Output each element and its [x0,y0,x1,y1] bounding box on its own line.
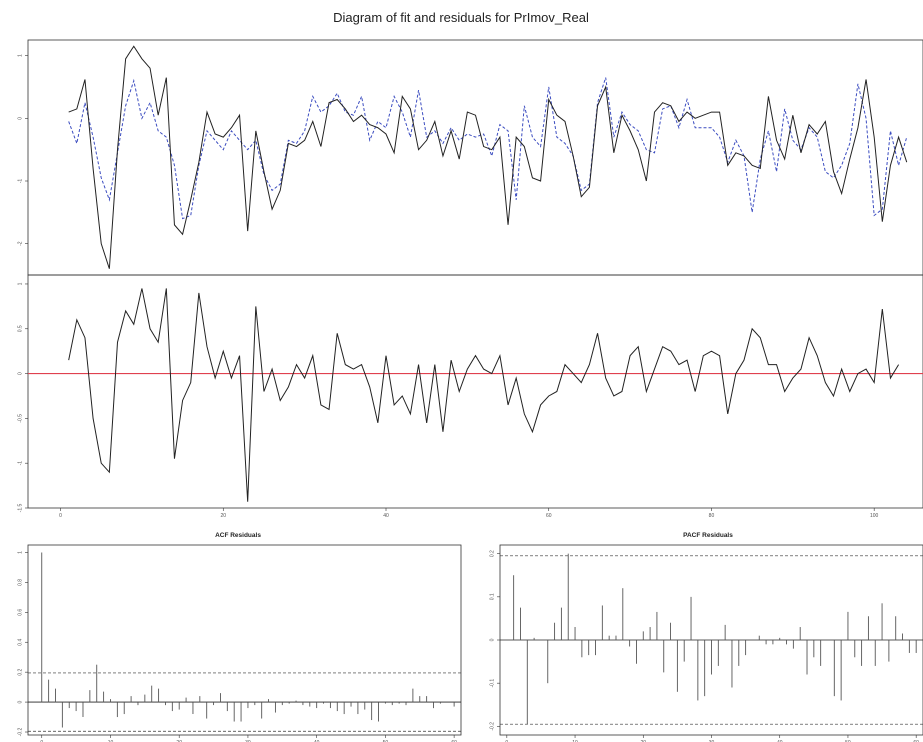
acf-y-tick-label: -0.2 [17,727,23,736]
pacf-y-axis: -0.2 -0.1 0 0.1 0.2 [489,550,500,731]
pacf-panel: PACF Residuals -0.2 -0.1 0 0.1 0.2 0 10 20 30 40… [489,532,923,742]
acf-y-tick-label: 0 [17,700,23,703]
pacf-y-tick-label: 0.2 [489,550,495,557]
acf-x-axis: 0 10 20 30 40 50 60 [40,735,457,742]
fit-y-axis: -2 -1 0 1 [17,54,28,246]
pacf-y-tick-label: 0.1 [489,593,495,600]
fit-y-tick-label: 1 [17,54,23,57]
pacf-x-tick-label: 50 [845,740,851,742]
residuals-x-tick-label: 100 [870,513,879,519]
residuals-y-tick-label: -1.5 [17,503,23,512]
pacf-y-tick-label: -0.2 [489,722,495,731]
pacf-x-tick-label: 30 [709,740,715,742]
acf-title: ACF Residuals [215,532,261,539]
fit-y-tick-label: -1 [17,179,23,184]
pacf-x-tick-label: 10 [572,740,578,742]
fit-panel: -2 -1 0 1 [17,39,923,276]
acf-y-tick-label: 0.6 [17,609,23,616]
acf-panel: ACF Residuals -0.2 0 0.2 0.4 0.6 0.8 1 0 10 20 30… [17,532,462,742]
residuals-x-tick-label: 80 [709,513,715,519]
residuals-y-tick-label: 0.5 [17,325,23,332]
pacf-x-axis: 0 10 20 30 40 50 60 [505,735,919,742]
residuals-panel: -1.5 -1 -0.5 0 0.5 1 0 20 40 60 80 100 [17,274,923,519]
residuals-x-tick-label: 20 [220,513,226,519]
residuals-y-tick-label: -0.5 [17,414,23,423]
actual-line [68,45,908,269]
residuals-y-tick-label: -1 [17,461,23,466]
residuals-y-axis: -1.5 -1 -0.5 0 0.5 1 [17,282,28,512]
residuals-x-tick-label: 0 [59,513,62,519]
acf-panel-frame [27,544,462,736]
residuals-x-tick-label: 40 [383,513,389,519]
residuals-series [28,288,923,502]
pacf-x-tick-label: 20 [640,740,646,742]
acf-x-tick-label: 40 [314,740,320,742]
pacf-x-tick-label: 60 [913,740,919,742]
acf-x-tick-label: 0 [40,740,43,742]
acf-x-tick-label: 60 [451,740,457,742]
pacf-y-tick-label: 0 [489,638,495,641]
fit-panel-frame [27,39,923,276]
residuals-x-axis: 0 20 40 60 80 100 [59,508,879,519]
acf-x-tick-label: 30 [245,740,251,742]
fit-series [68,45,908,269]
acf-y-tick-label: 0.8 [17,579,23,586]
fit-y-tick-label: -2 [17,241,23,246]
pacf-y-tick-label: -0.1 [489,679,495,688]
acf-x-tick-label: 50 [383,740,389,742]
pacf-title: PACF Residuals [683,532,733,539]
acf-y-tick-label: 1 [17,551,23,554]
pacf-x-tick-label: 40 [777,740,783,742]
acf-bars [28,552,461,732]
acf-y-tick-label: 0.4 [17,639,23,646]
acf-x-tick-label: 20 [176,740,182,742]
fitted-line [68,77,908,220]
residuals-y-tick-label: 0 [17,372,23,375]
residuals-x-tick-label: 60 [546,513,552,519]
acf-y-axis: -0.2 0 0.2 0.4 0.6 0.8 1 [17,551,28,736]
acf-y-tick-label: 0.2 [17,668,23,675]
residuals-line [68,288,900,502]
residuals-panel-frame [27,274,923,509]
pacf-bars [500,553,923,725]
residuals-y-tick-label: 1 [17,282,23,285]
pacf-x-tick-label: 0 [505,740,508,742]
main-title: Diagram of fit and residuals for PrImov_… [333,10,589,25]
acf-x-tick-label: 10 [108,740,114,742]
fit-y-tick-label: 0 [17,117,23,120]
